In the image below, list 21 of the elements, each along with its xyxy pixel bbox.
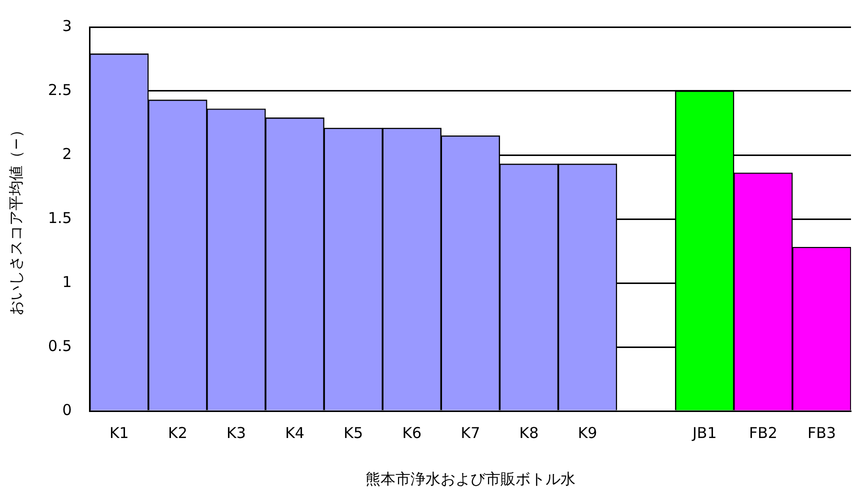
y-tick-label: 0 [62,400,72,419]
x-axis-title: 熊本市浄水および市販ボトル水 [365,470,576,488]
x-tick-label: K7 [460,424,480,442]
x-tick-label: K9 [578,424,598,442]
x-tick-label: K6 [402,424,422,442]
x-tick-label: K5 [344,424,364,442]
x-tick-label: K3 [226,424,246,442]
y-tick-label: 3 [62,16,72,35]
x-tick-label: K8 [519,424,539,442]
x-tick-label: JB1 [691,424,717,442]
x-tick-label: K4 [285,424,304,442]
x-tick-label: K1 [109,424,129,442]
y-axis-title: おいしさスコア平均値（−） [6,122,25,316]
y-tick-label: 2 [62,144,72,163]
x-tick-label: K2 [168,424,188,442]
y-tick-label: 1 [62,272,72,291]
x-tick-label: FB3 [807,424,836,442]
y-tick-label: 2.5 [48,80,72,99]
x-tick-label: FB2 [748,424,778,442]
y-tick-label: 0.5 [48,336,72,355]
y-tick-label: 1.5 [48,208,72,227]
